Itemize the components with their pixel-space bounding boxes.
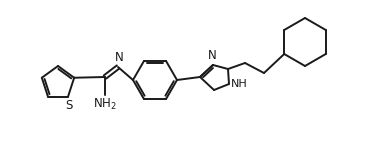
Text: S: S xyxy=(65,99,73,112)
Text: N: N xyxy=(115,51,123,64)
Text: N: N xyxy=(208,49,216,62)
Text: NH: NH xyxy=(231,79,248,89)
Text: NH$_2$: NH$_2$ xyxy=(93,97,117,112)
